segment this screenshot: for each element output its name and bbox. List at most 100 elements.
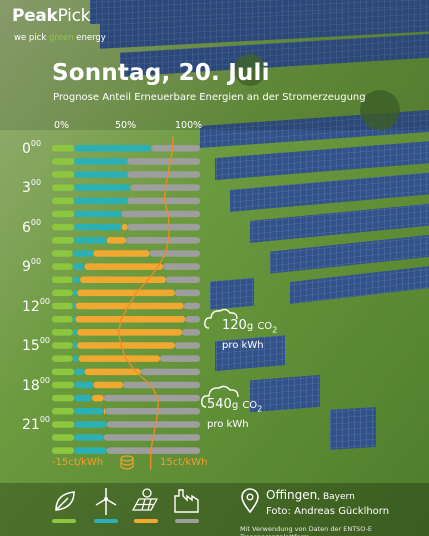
bar-segment-other [182,329,200,336]
bar-segment-solar [77,329,183,336]
bar-segment-other [185,316,200,323]
price-axis-min: -15ct/kWh [52,457,104,468]
bar-segment-wind [74,408,104,415]
hour-label: 300 [22,178,42,197]
bar-segment-solar [103,408,106,415]
bar-segment-biomass [52,171,75,178]
data-source-credit: Mit Verwendung von Daten der ENTSO-E Tra… [240,525,373,536]
bar-segment-other [123,381,200,389]
bar-segment-solar [93,381,123,389]
bar-segment-other [106,447,200,454]
bar-segment-biomass [52,223,75,231]
bar-segment-wind [74,197,128,205]
bar-segment-other [127,171,200,178]
bar-segment-other [160,355,200,362]
bar-segment-wind [74,171,128,178]
bar-segment-wind [74,394,92,402]
bar-segment-solar [93,250,150,257]
location-pin-icon [241,488,259,514]
bar-segment-biomass [52,276,73,283]
x-tick-label-50: 50% [115,120,137,131]
bar-segment-biomass [52,329,73,336]
bar-segment-other [127,223,200,231]
bar-segment-other [105,408,200,415]
factory-icon [174,489,199,513]
legend-swatch-wind [94,519,118,523]
legend-swatch-solar [134,519,158,523]
coins-icon [120,455,134,470]
bar-segment-wind [72,316,76,323]
bar-segment-biomass [52,250,73,257]
wind-turbine-icon [95,488,117,515]
bar-segment-wind [72,355,79,362]
bar-segment-biomass [52,289,73,297]
bar-segment-biomass [52,355,73,362]
bar-segment-wind [72,342,78,349]
bar-segment-biomass [52,447,75,454]
x-tick-label-100: 100% [175,120,203,131]
bar-segment-wind [74,184,131,191]
bar-segment-other [166,276,200,283]
bar-segment-biomass [52,237,75,244]
bar-segment-wind [74,368,85,376]
bar-segment-wind [74,237,107,244]
bar-segment-other [151,145,200,152]
bar-segment-wind [72,302,76,310]
hour-label: 1800 [22,375,51,394]
location-label: Offingen, Bayern [266,488,355,502]
bar-segment-other [140,368,200,376]
hour-label: 600 [22,217,42,236]
bar-segment-biomass [52,263,73,270]
bar-segment-biomass [52,302,73,310]
bar-segment-biomass [52,316,73,323]
bar-segment-biomass [52,394,75,402]
hour-label: 1200 [22,296,51,315]
price-line [117,137,174,470]
bar-segment-biomass [52,368,75,376]
bar-segment-other [149,250,200,257]
x-tick-label-0: 0% [54,120,70,131]
bar-segment-solar [84,368,141,376]
solar-panel-rows [90,0,429,450]
bar-segment-solar [78,355,160,362]
bar-segment-solar [75,316,186,323]
bar-segment-solar [75,302,184,310]
bar-segment-biomass [52,434,75,441]
hour-label: 000 [22,139,42,157]
bar-segment-other [127,197,200,205]
bar-segment-biomass [52,342,73,349]
brand-logo: PeakPick [12,6,91,26]
bar-segment-wind [74,381,94,389]
bar-segment-other [106,421,200,428]
co2-annotation-low: 120g CO2 pro kWh [222,318,278,351]
bar-segment-solar [92,394,104,402]
bar-segment-other [103,434,200,441]
legend-swatch-biomass [52,519,76,523]
price-axis-max: 15ct/kWh [160,457,208,468]
bar-segment-wind [72,289,78,297]
bar-segment-solar [77,289,175,297]
bar-segment-biomass [52,210,75,218]
bar-segment-wind [74,223,122,231]
bar-segment-other [103,394,200,402]
co2-annotation-high: 540g CO2 pro kWh [207,397,263,430]
bar-segment-wind [72,276,81,283]
bar-segment-solar [106,237,126,244]
bar-segment-other [174,342,200,349]
bar-segment-wind [72,250,94,257]
leaf-icon [55,491,75,511]
legend-swatch-conventional [175,519,199,523]
bar-segment-solar [77,342,175,349]
bar-segment-other [121,210,200,218]
bar-segment-wind [74,447,107,454]
hour-label: 2100 [22,415,51,434]
hour-label: 900 [22,257,42,276]
bar-segment-other [183,302,200,310]
chart-subtitle: Prognose Anteil Erneuerbare Energien an … [53,92,366,103]
bar-segment-wind [74,421,107,428]
bar-segment-solar [121,223,128,231]
bar-segment-other [127,158,200,165]
